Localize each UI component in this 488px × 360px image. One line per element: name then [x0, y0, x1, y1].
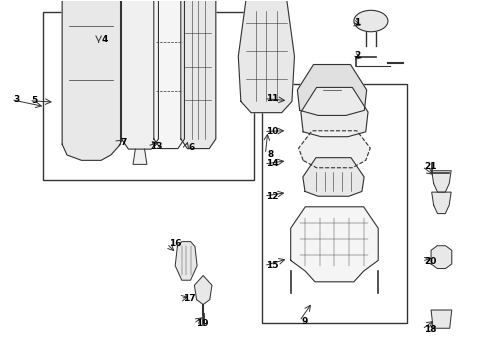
Polygon shape	[181, 0, 215, 149]
Text: 13: 13	[149, 141, 162, 150]
Text: 14: 14	[266, 159, 279, 168]
Ellipse shape	[353, 10, 387, 32]
Text: 6: 6	[188, 143, 194, 152]
Text: 4: 4	[101, 35, 107, 44]
Text: 3: 3	[14, 95, 20, 104]
Text: 5: 5	[31, 96, 38, 105]
Polygon shape	[430, 310, 451, 328]
Text: 8: 8	[267, 150, 274, 159]
Polygon shape	[238, 0, 294, 113]
Polygon shape	[300, 87, 367, 137]
Polygon shape	[298, 131, 369, 168]
Text: 20: 20	[424, 257, 436, 266]
Polygon shape	[297, 64, 366, 116]
Text: 16: 16	[169, 239, 181, 248]
Polygon shape	[290, 207, 377, 282]
Text: 17: 17	[183, 294, 195, 303]
Text: 15: 15	[266, 261, 278, 270]
Text: 19: 19	[196, 319, 208, 328]
Text: 21: 21	[424, 162, 436, 171]
Text: 18: 18	[424, 325, 436, 334]
Polygon shape	[121, 0, 158, 149]
Polygon shape	[133, 149, 146, 165]
Polygon shape	[430, 246, 451, 269]
Text: 2: 2	[354, 51, 360, 60]
Polygon shape	[154, 0, 184, 149]
Text: 7: 7	[120, 138, 126, 147]
Polygon shape	[302, 158, 364, 196]
Bar	[42, 12, 254, 180]
Polygon shape	[62, 0, 120, 160]
Bar	[261, 84, 407, 323]
Text: 10: 10	[266, 127, 278, 136]
Polygon shape	[431, 192, 450, 213]
Text: 1: 1	[353, 18, 360, 27]
Polygon shape	[175, 242, 197, 280]
Text: 11: 11	[266, 94, 278, 103]
Text: 12: 12	[266, 192, 278, 201]
Polygon shape	[431, 171, 450, 192]
Polygon shape	[194, 275, 211, 305]
Text: 9: 9	[301, 316, 307, 325]
